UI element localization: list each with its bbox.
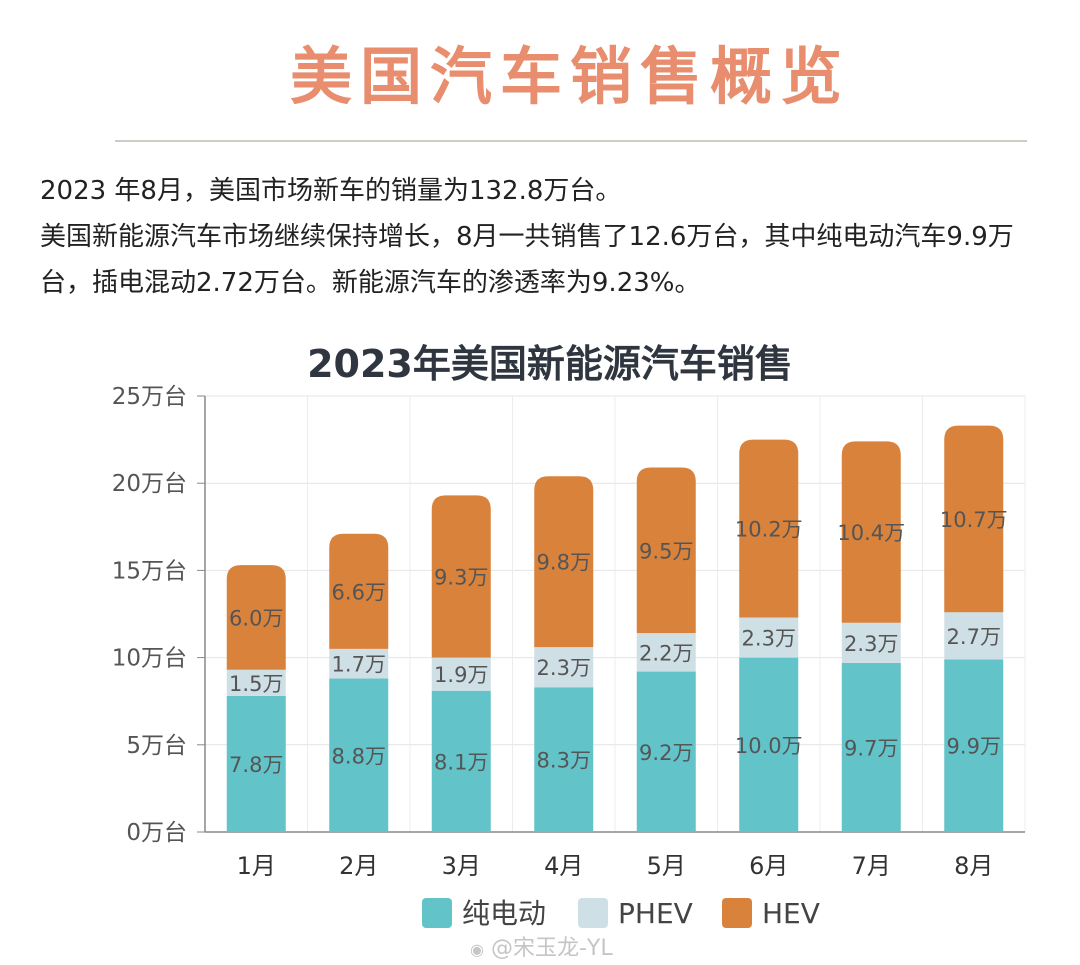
x-tick-label: 7月	[852, 852, 891, 880]
y-tick-label: 15万台	[112, 558, 187, 584]
bar-data-label: 10.0万	[735, 734, 803, 758]
bar-segment-纯电动	[226, 695, 286, 832]
bar-segment-纯电动	[739, 657, 799, 832]
x-tick-label: 4月	[544, 852, 583, 880]
bar-data-label: 1.9万	[434, 663, 488, 687]
bar-segment-PHEV	[431, 657, 491, 691]
y-tick-label: 5万台	[126, 733, 187, 759]
bar-segment-纯电动	[329, 678, 389, 832]
y-tick-label: 25万台	[112, 384, 187, 410]
bar-segment-PHEV	[944, 612, 1004, 660]
bar-data-label: 6.0万	[229, 606, 283, 630]
bar-segment-HEV	[739, 439, 799, 618]
bar-segment-HEV	[636, 467, 696, 634]
bar-data-label: 2.3万	[537, 656, 591, 680]
x-tick-label: 3月	[442, 852, 481, 880]
page-title: 美国汽车销售概览	[289, 40, 850, 113]
bar-segment-纯电动	[636, 671, 696, 832]
bar-data-label: 9.2万	[639, 741, 693, 765]
bar-data-label: 6.6万	[332, 580, 386, 604]
bar-segment-PHEV	[534, 647, 594, 688]
watermark: ◉ @宋玉龙-YL	[470, 930, 613, 962]
title-divider	[115, 140, 1027, 142]
chart-title: 2023年美国新能源汽车销售	[307, 342, 793, 386]
intro-line-2: 美国新能源汽车市场继续保持增长，8月一共销售了12.6万台，其中纯电动汽车9.9…	[40, 222, 1014, 298]
bar-segment-PHEV	[226, 669, 286, 696]
bar-segment-纯电动	[431, 690, 491, 832]
legend-swatch-HEV	[722, 898, 752, 928]
bar-data-label: 1.7万	[332, 653, 386, 677]
bar-segment-HEV	[431, 495, 491, 658]
bar-data-label: 9.8万	[537, 551, 591, 575]
bar-data-label: 9.3万	[434, 566, 488, 590]
bar-segment-HEV	[841, 441, 901, 623]
bar-data-label: 2.3万	[844, 632, 898, 656]
bar-data-label: 10.4万	[837, 521, 905, 545]
bar-data-label: 2.2万	[639, 641, 693, 665]
bar-segment-PHEV	[841, 622, 901, 663]
x-tick-label: 1月	[237, 852, 276, 880]
bar-segment-PHEV	[329, 648, 389, 679]
x-tick-label: 5月	[647, 852, 686, 880]
bar-data-label: 9.7万	[844, 736, 898, 760]
intro-text: 2023 年8月，美国市场新车的销量为132.8万台。 美国新能源汽车市场继续保…	[40, 168, 1050, 306]
bar-data-label: 9.9万	[947, 735, 1001, 759]
bar-data-label: 2.7万	[947, 625, 1001, 649]
legend-label: HEV	[762, 897, 820, 930]
y-tick-label: 10万台	[112, 646, 187, 672]
bar-data-label: 8.8万	[332, 744, 386, 768]
bar-segment-纯电动	[534, 687, 594, 832]
x-tick-label: 2月	[339, 852, 378, 880]
bar-segment-PHEV	[636, 633, 696, 672]
bar-segment-纯电动	[944, 659, 1004, 832]
bar-segment-PHEV	[739, 617, 799, 658]
bar-segment-HEV	[226, 565, 286, 670]
bar-data-label: 9.5万	[639, 539, 693, 563]
weibo-logo-icon: ◉	[470, 940, 484, 959]
bar-segment-HEV	[944, 425, 1004, 613]
watermark-text: @宋玉龙-YL	[490, 936, 613, 961]
y-tick-label: 0万台	[126, 820, 187, 846]
bar-data-label: 8.1万	[434, 750, 488, 774]
bar-segment-HEV	[329, 533, 389, 649]
bar-data-label: 7.8万	[229, 753, 283, 777]
bar-data-label: 8.3万	[537, 749, 591, 773]
x-tick-label: 8月	[954, 852, 993, 880]
x-tick-label: 6月	[749, 852, 788, 880]
legend-swatch-纯电动	[422, 898, 452, 928]
bar-data-label: 10.7万	[940, 508, 1008, 532]
bar-data-label: 2.3万	[742, 627, 796, 651]
legend-label: 纯电动	[462, 897, 546, 930]
legend-label: PHEV	[618, 897, 693, 930]
bar-segment-纯电动	[841, 662, 901, 832]
intro-line-1: 2023 年8月，美国市场新车的销量为132.8万台。	[40, 176, 622, 206]
bar-data-label: 1.5万	[229, 672, 283, 696]
y-tick-label: 20万台	[112, 471, 187, 497]
bar-data-label: 10.2万	[735, 518, 803, 542]
bar-segment-HEV	[534, 476, 594, 648]
legend-swatch-PHEV	[578, 898, 608, 928]
